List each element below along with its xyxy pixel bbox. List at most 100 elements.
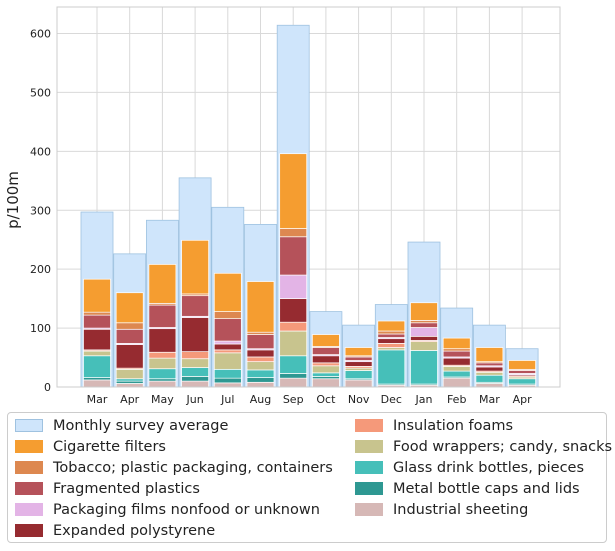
legend-swatch (15, 482, 43, 495)
stack-segment (83, 311, 111, 316)
legend-label: Cigarette filters (53, 438, 166, 455)
stack-segment (410, 327, 438, 337)
legend-label: Monthly survey average (53, 417, 229, 434)
stack-segment (83, 377, 111, 381)
stack-segment (181, 317, 209, 353)
legend-item: Industrial sheeting (355, 499, 528, 520)
stack-segment (246, 331, 275, 335)
stack-segment (410, 302, 438, 321)
stack-segment (148, 304, 177, 328)
stacked-bars (83, 153, 536, 388)
stack-segment (148, 378, 177, 382)
stack-segment (312, 372, 340, 377)
y-axis-label: p/100m (4, 171, 22, 229)
stack-segment (475, 347, 504, 363)
stack-segment (279, 377, 308, 388)
x-tick-labels: Mar Apr May Jun Jul Aug Sep Oct Nov Dec Jan Feb Mar A… (87, 393, 532, 406)
x-tick-label: Nov (348, 393, 370, 406)
legend-item: Tobacco; plastic packaging, containers (15, 457, 333, 478)
x-tick-label: Mar (479, 393, 500, 406)
stack-segment (148, 351, 177, 359)
legend-label: Insulation foams (393, 417, 514, 434)
stack-segment (377, 347, 406, 351)
stack-segment (115, 322, 144, 330)
stack-segment (344, 370, 373, 380)
stack-segment (213, 377, 242, 384)
stack-segment (410, 335, 438, 341)
stack-segment (181, 358, 209, 368)
stack-segment (83, 278, 111, 313)
stack-segment (246, 377, 275, 383)
plot-frame (56, 6, 561, 388)
legend-label: Metal bottle caps and lids (393, 480, 580, 497)
stack-segment (279, 330, 308, 357)
stack-segment (115, 378, 144, 382)
legend-item: Monthly survey average (15, 415, 228, 436)
stack-segment (377, 349, 406, 385)
stack-segment (377, 338, 406, 344)
legend-item: Cigarette filters (15, 436, 166, 457)
stack-segment (213, 311, 242, 320)
legend-label: Glass drink bottles, pieces (393, 459, 585, 476)
stack-segment (442, 348, 471, 352)
stack-segment (213, 382, 242, 388)
stack-segment (115, 292, 144, 324)
stack-segment (279, 274, 308, 299)
x-tick-label: Jul (220, 393, 234, 406)
y-tick-label: 200 (30, 263, 51, 276)
legend-swatch (15, 524, 43, 537)
stack-segment (312, 376, 340, 380)
stack-segment (344, 356, 373, 361)
x-tick-label: Oct (316, 393, 336, 406)
stack-segment (508, 370, 536, 374)
legend-label: Fragmented plastics (53, 480, 200, 497)
stack-segment (377, 333, 406, 338)
legend-label: Tobacco; plastic packaging, containers (53, 459, 333, 476)
stack-segment (83, 328, 111, 351)
stack-segment (148, 368, 177, 380)
stack-segment (115, 344, 144, 369)
x-tick-label: Aug (250, 393, 271, 406)
x-tick-label: May (151, 393, 174, 406)
y-tick-labels: 0 100 200 300 400 500 600 (30, 28, 51, 394)
stack-segment (279, 236, 308, 276)
legend-swatch (355, 503, 383, 516)
stack-segment (213, 349, 242, 354)
legend-swatch (15, 440, 43, 453)
legend-item: Food wrappers; candy, snacks (355, 436, 612, 457)
x-tick-label: Apr (120, 393, 140, 406)
stack-segment (279, 355, 308, 374)
stack-segment (213, 343, 242, 351)
y-tick-label: 0 (44, 381, 51, 394)
stack-segment (148, 380, 177, 388)
stack-segment (213, 352, 242, 370)
stack-segment (213, 272, 242, 312)
stack-segment (246, 356, 275, 363)
stack-segment (410, 350, 438, 385)
stack-segment (115, 328, 144, 344)
legend: Monthly survey average Cigarette filters T… (7, 412, 612, 543)
stack-segment (148, 264, 177, 304)
legend-swatch (355, 440, 383, 453)
legend-label: Industrial sheeting (393, 501, 529, 518)
stack-segment (148, 328, 177, 353)
stack-segment (181, 380, 209, 388)
stack-segment (344, 367, 373, 371)
stack-segment (115, 383, 144, 388)
stack-segment (442, 366, 471, 372)
legend-label: Expanded polystyrene (53, 522, 216, 539)
stack-segment (279, 153, 308, 229)
stack-segment (246, 369, 275, 378)
stack-segment (246, 281, 275, 333)
stack-segment (246, 361, 275, 371)
stack-segment (442, 377, 471, 388)
stack-segment (115, 380, 144, 384)
stack-segment (279, 321, 308, 332)
stack-segment (344, 379, 373, 388)
stack-segment (246, 381, 275, 388)
legend-item: Insulation foams (355, 415, 513, 436)
x-tick-label: Mar (87, 393, 108, 406)
stack-segment (148, 357, 177, 370)
stack-segment (377, 320, 406, 332)
stack-segment (213, 318, 242, 342)
